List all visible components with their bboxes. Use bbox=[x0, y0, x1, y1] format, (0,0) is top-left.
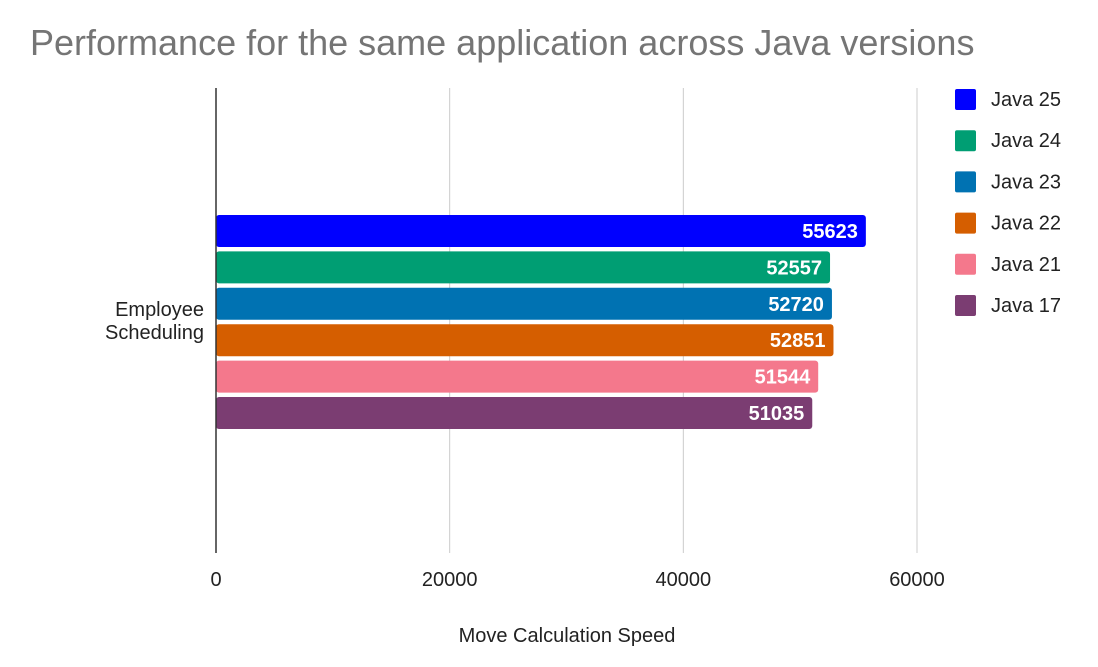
bar-value-label: 55623 bbox=[802, 221, 858, 243]
category-label-line: Employee bbox=[115, 299, 204, 321]
bars: 55623 52557 52720 52851 51544 51035 bbox=[216, 215, 866, 429]
legend-swatch bbox=[955, 295, 976, 316]
bar-value-label: 51035 bbox=[749, 403, 805, 425]
x-axis-title: Move Calculation Speed bbox=[459, 625, 676, 647]
x-tick-label: 60000 bbox=[889, 569, 945, 591]
x-tick-label: 0 bbox=[210, 569, 221, 591]
legend-swatch bbox=[955, 253, 976, 275]
category-label: Employee Scheduling bbox=[105, 299, 204, 344]
category-label-line: Scheduling bbox=[105, 322, 204, 344]
legend-label: Java 25 bbox=[991, 89, 1061, 111]
bar-value-label: 52720 bbox=[768, 294, 824, 316]
chart-title: Performance for the same application acr… bbox=[30, 22, 975, 63]
bar-value-label: 52851 bbox=[770, 330, 826, 352]
bar-java-22 bbox=[216, 324, 834, 357]
bar-java-24 bbox=[216, 251, 831, 284]
legend-label: Java 22 bbox=[991, 213, 1061, 235]
bar-java-17 bbox=[216, 397, 813, 429]
legend: Java 25 Java 24 Java 23 Java 22 Java 21 Java … bbox=[955, 89, 1061, 317]
legend-swatch bbox=[955, 171, 976, 193]
bar-java-21 bbox=[216, 360, 819, 393]
legend-swatch bbox=[955, 89, 976, 110]
x-tick-label: 20000 bbox=[422, 569, 478, 591]
gridlines bbox=[449, 88, 918, 553]
bar-value-label: 51544 bbox=[755, 367, 811, 389]
legend-label: Java 23 bbox=[991, 171, 1061, 193]
legend-swatch bbox=[955, 212, 976, 234]
bar-java-23 bbox=[216, 287, 832, 320]
legend-label: Java 17 bbox=[991, 295, 1061, 317]
legend-swatch bbox=[955, 130, 976, 152]
bar-java-25 bbox=[216, 215, 866, 247]
axes: 0 20000 40000 60000 Employee Scheduling bbox=[105, 88, 945, 591]
legend-label: Java 21 bbox=[991, 254, 1061, 276]
bar-value-label: 52557 bbox=[766, 257, 822, 279]
legend-label: Java 24 bbox=[991, 130, 1061, 152]
x-tick-label: 40000 bbox=[656, 569, 712, 591]
